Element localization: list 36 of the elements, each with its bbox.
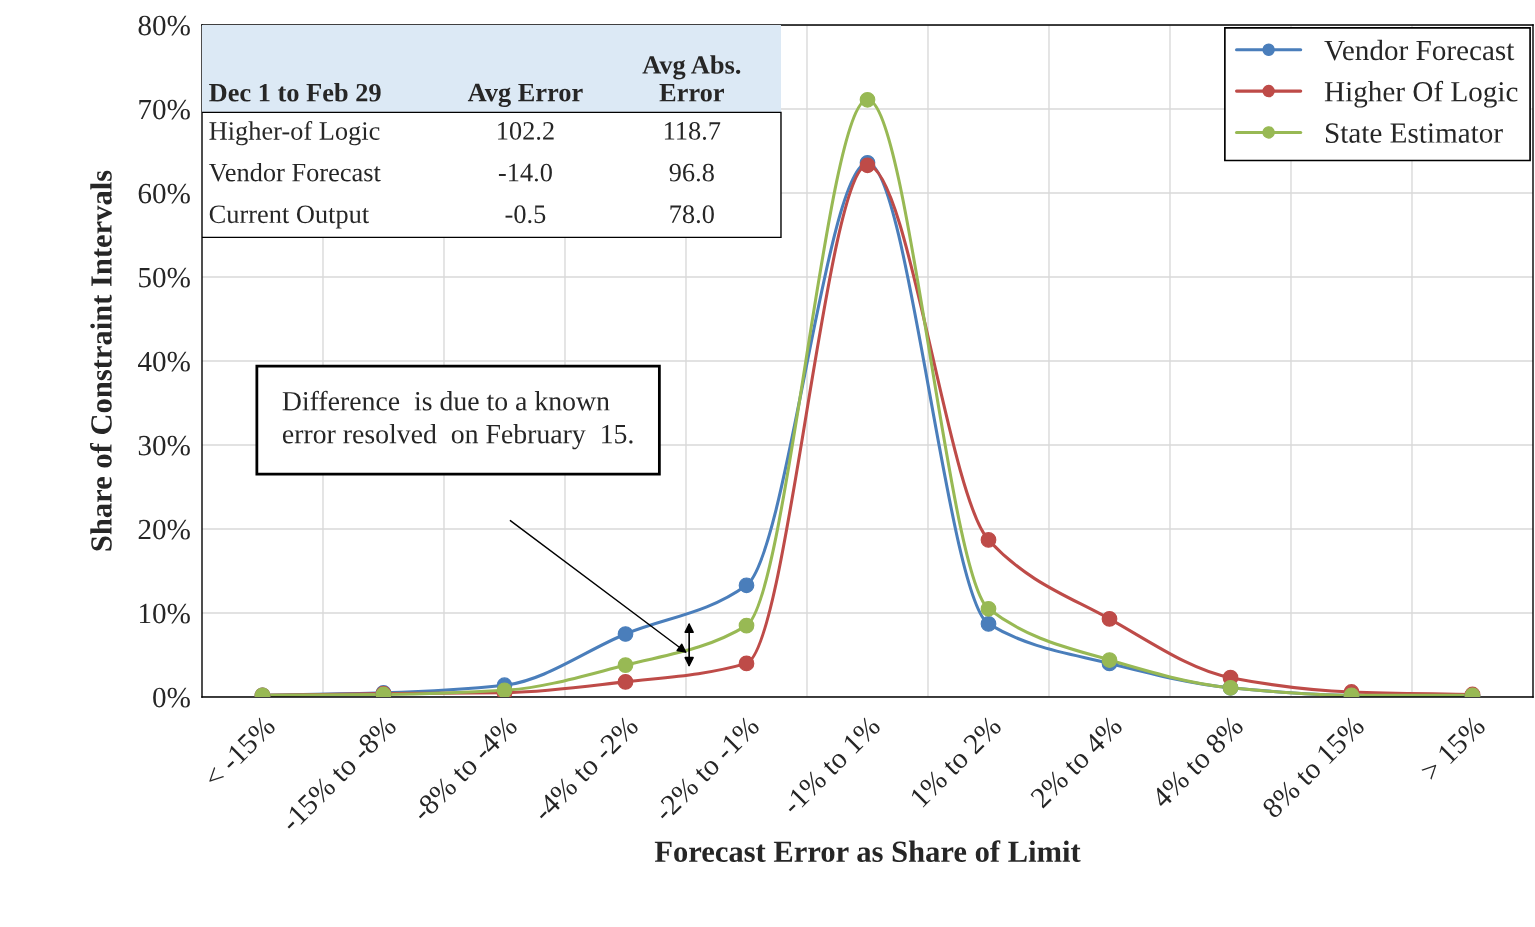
y-tick-label: 50% [139,267,190,288]
y-tick-label: 80% [138,15,190,36]
annotation: -0.5 [505,205,546,224]
annotation: 102.2 [498,121,554,140]
annotation: 118.7 [664,121,721,140]
annotation: 96.8 [669,163,714,182]
y-tick-label: 60% [138,183,190,204]
annotation: 78.0 [670,205,714,224]
legend-label: Vendor Forecast [1324,39,1515,61]
annotation: Vendor Forecast [208,162,381,182]
annotation: Higher-of Logic [209,121,380,146]
y-tick-label: 40% [138,351,190,372]
y-tick-label: 0% [153,687,190,708]
x-tick-label: -1% to 1% [780,714,882,816]
x-axis-title: Forecast Error as Share of Limit [654,840,1081,863]
x-tick-label: 2% to 4% [1029,714,1124,809]
y-tick-label: 70% [139,99,190,120]
annotation: Avg Abs. Error [642,55,741,102]
y-axis-title: Share of Constraint Intervals [89,170,112,551]
x-tick-label: > 15% [1419,714,1487,782]
y-tick-label: 20% [138,519,190,540]
x-tick-label: 1% to 2% [909,714,1003,808]
legend-label: Higher Of Logic [1324,80,1518,108]
y-tick-label: 10% [139,603,190,624]
x-tick-label: -4% to -2% [531,714,640,823]
annotation: Difference is due to a known error resolved on February 15. [282,390,633,450]
annotation: Avg Error [467,83,583,107]
x-tick-label: 8% to 15% [1261,714,1366,820]
x-tick-label: -8% to -4% [410,714,519,823]
y-tick-label: 30% [138,435,190,456]
legend-label: State Estimator [1325,123,1503,143]
annotation: -14.0 [498,163,552,182]
annotation: Current Output [209,205,370,229]
x-tick-label: 4% to 8% [1150,714,1245,810]
annotation: Dec 1 to Feb 29 [209,83,381,102]
x-tick-label: -2% to -1% [652,714,761,823]
